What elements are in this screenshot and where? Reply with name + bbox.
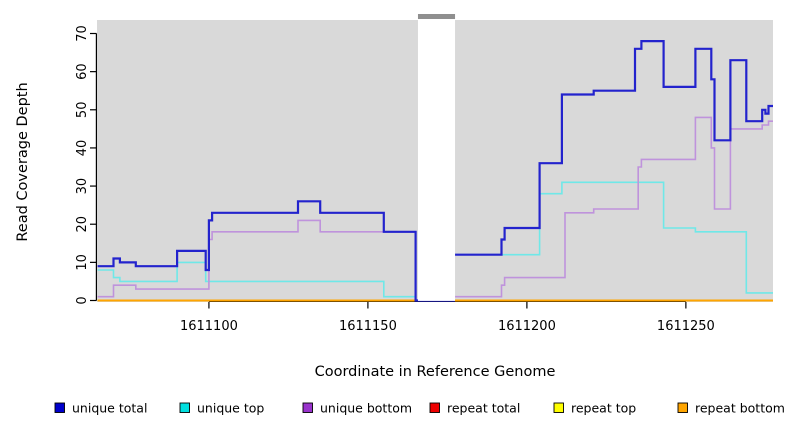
y-tick-label: 30	[75, 178, 90, 195]
y-tick-label: 40	[75, 140, 90, 157]
legend-label-unique-bottom: unique bottom	[320, 401, 412, 416]
legend-label-repeat-top: repeat top	[571, 401, 636, 416]
legend: unique total unique top unique bottom repea…	[54, 401, 785, 416]
legend-swatch-unique-total	[54, 402, 65, 413]
no-data-gap-band	[417, 10, 456, 301]
x-tick-label: 1611200	[498, 319, 556, 334]
legend-item-unique-bottom: unique bottom	[302, 401, 412, 416]
legend-item-repeat-total: repeat total	[429, 401, 520, 416]
legend-item-unique-top: unique top	[179, 401, 264, 416]
y-tick-label: 60	[75, 63, 90, 80]
legend-label-repeat-bottom: repeat bottom	[695, 401, 785, 416]
y-tick-label: 10	[75, 254, 90, 271]
legend-swatch-unique-top	[179, 402, 190, 413]
y-tick-label: 20	[75, 216, 90, 233]
x-tick-label: 1611150	[339, 319, 397, 334]
legend-item-repeat-bottom: repeat bottom	[677, 401, 785, 416]
legend-label-unique-top: unique top	[197, 401, 264, 416]
y-tick-label: 70	[75, 25, 90, 42]
legend-item-unique-total: unique total	[54, 401, 147, 416]
y-axis-title: Read Coverage Depth	[15, 82, 31, 241]
legend-item-repeat-top: repeat top	[553, 401, 636, 416]
legend-label-repeat-total: repeat total	[447, 401, 520, 416]
x-axis-title: Coordinate in Reference Genome	[315, 364, 556, 380]
legend-swatch-repeat-total	[429, 402, 440, 413]
legend-swatch-repeat-bottom	[677, 402, 688, 413]
legend-swatch-repeat-top	[553, 402, 564, 413]
gap-band-cap	[417, 14, 456, 19]
legend-label-unique-total: unique total	[72, 401, 147, 416]
y-tick-label: 0	[75, 296, 90, 304]
series-unique-bottom	[97, 116, 773, 302]
y-tick-label: 50	[75, 102, 90, 119]
legend-swatch-unique-bottom	[302, 402, 313, 413]
x-tick-label: 1611250	[657, 319, 715, 334]
series-unique-total	[97, 40, 773, 302]
x-tick-label: 1611100	[180, 319, 238, 334]
